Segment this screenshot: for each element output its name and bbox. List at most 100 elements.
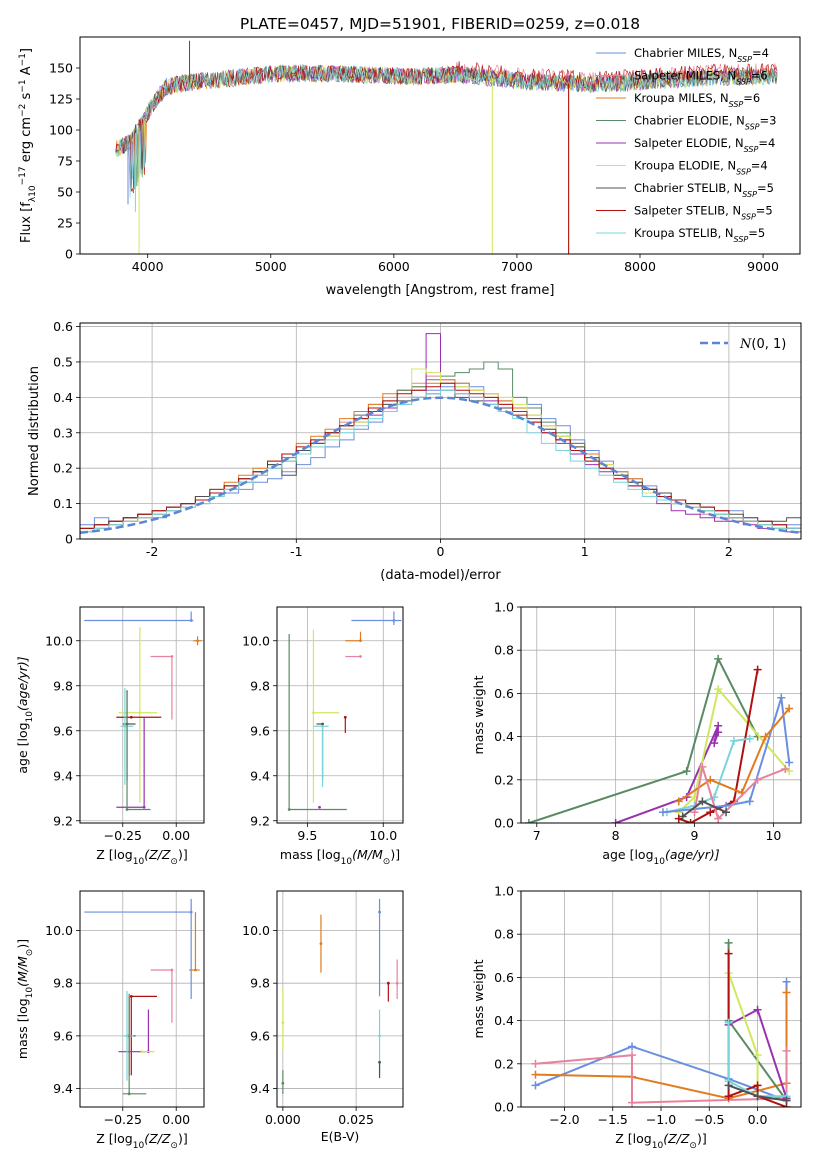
- residuals-ytick-label: 0.5: [53, 354, 73, 369]
- age_vs_mass-xlabel-part: 10: [341, 857, 353, 867]
- weight-marker-salpeter_stelib: [753, 1081, 762, 1090]
- spectrum-ylabel-part: ]: [19, 48, 34, 53]
- legend-label-suffix: =5: [756, 204, 773, 218]
- weight-marker-salpeter_stelib: [753, 665, 762, 674]
- legend-label-suffix: =4: [758, 136, 775, 150]
- weight-line-kroupa_stelib: [727, 1022, 787, 1098]
- age_vs_mass-plot-area: [287, 611, 402, 811]
- legend-label-main: Chabrier ELODIE, N: [634, 114, 745, 128]
- weight-marker-chabrier_stelib: [753, 1092, 762, 1101]
- mass_vs_Z-ytick-label: 9.4: [53, 1081, 73, 1096]
- residuals-xtick-label: -2: [146, 544, 158, 559]
- residuals-xtick-label: -1: [290, 544, 302, 559]
- errorbar-point-kroupa_elodie: [312, 711, 315, 715]
- mass_vs_Z-ylabel-part: (M/M: [15, 956, 30, 987]
- weight_vs_age-plot-area: [524, 654, 794, 823]
- residuals-ytick-label: 0.1: [53, 496, 73, 511]
- errorbar-point-chabrier_elodie: [125, 808, 129, 811]
- age_vs_Z-frame: [79, 606, 205, 824]
- age_vs_mass-xlabel-part: mass [log: [280, 847, 341, 862]
- legend-label-main: Chabrier STELIB, N: [634, 181, 742, 195]
- errorbar-point-chabrier_miles: [189, 619, 193, 622]
- age_vs_Z-xlabel-part: )]: [178, 847, 188, 862]
- legend-label-main: Kroupa STELIB, N: [634, 226, 734, 240]
- weight_vs_age-xtick-label: 8: [612, 828, 620, 843]
- spectrum-ylabel-part: erg cm: [19, 117, 34, 166]
- errorbar-point-kroupa_miles: [319, 942, 323, 946]
- age_vs_mass-ytick-label: 9.2: [250, 813, 270, 828]
- legend-label-suffix: =4: [752, 46, 769, 60]
- mass_vs_Z-xlabel-part: 10: [133, 1141, 145, 1151]
- errorbar-point-kroupa_miles: [359, 639, 362, 643]
- spectrum-xlabel: wavelength [Angstrom, rest frame]: [326, 283, 555, 298]
- spectrum-xtick-label: 5000: [255, 259, 287, 274]
- spectrum-line-chabrier_stelib: [115, 65, 778, 188]
- mass_vs_Z-panel: −0.25 0.009.49.69.810.0Z [log10(Z/Z⊙)]mas…: [15, 890, 205, 1151]
- legend-label-sub: SSP: [737, 55, 752, 64]
- age_vs_mass-ytick-label: 10.0: [242, 633, 270, 648]
- weight_vs_age-xlabel-part: 10: [654, 857, 666, 867]
- weight-marker-kroupa_miles: [785, 704, 794, 713]
- weight_vs_age-ytick-label: 0.6: [494, 686, 514, 701]
- weight-marker-kroupa_miles: [761, 732, 770, 741]
- spectrum-ylabel-part: A: [19, 66, 34, 79]
- mass_vs_Z-ylabel-part: ⊙: [25, 949, 35, 957]
- spectrum-ytick-label: 50: [57, 185, 73, 200]
- age_vs_mass-xtick-label: 9.5: [297, 828, 317, 843]
- weight_vs_Z-xlabel-part: ⊙: [689, 1141, 697, 1151]
- residuals-ytick-label: 0.4: [53, 390, 73, 405]
- weight-marker-kroupa_stelib: [745, 734, 754, 743]
- spectrum-ylabel-part: −1: [18, 79, 28, 92]
- panels: 4000 5000 6000 7000 8000 90000255075100125150…: [15, 36, 802, 1151]
- legend-label-sub: SSP: [734, 235, 749, 244]
- legend-label-sub: SSP: [729, 100, 744, 109]
- residuals-plot-area: [80, 333, 801, 539]
- weight_vs_age-frame: [520, 606, 802, 824]
- mass_vs_Z-xlabel-part: )]: [178, 1131, 188, 1146]
- errorbar-point-chabrier_elodie: [281, 1081, 285, 1085]
- figure-title: PLATE=0457, MJD=51901, FIBERID=0259, z=0…: [240, 15, 640, 33]
- mass_vs_Z-ylabel-part: 10: [25, 987, 35, 999]
- spectrum-xtick-label: 4000: [132, 259, 164, 274]
- spectrum-xtick-label: 6000: [378, 259, 410, 274]
- legend-label-sub: SSP: [736, 77, 751, 86]
- legend-label-main: Kroupa ELODIE, N: [634, 159, 736, 173]
- weight-marker-chabrier_stelib: [722, 808, 731, 817]
- legend-label-chabrier_elodie: Chabrier ELODIE, NSSP=3: [634, 114, 776, 132]
- mass_vs_EBV-xtick-label: 0.000: [265, 1112, 301, 1127]
- spectrum-ylabel-part: 10: [28, 185, 38, 197]
- errorbar-point-salpeter_stelib: [343, 715, 347, 719]
- weight-marker-salpeter_elodie: [714, 728, 723, 737]
- weight-marker-chabrier_miles: [658, 808, 667, 817]
- mass_vs_Z-ylabel-part: )]: [15, 939, 30, 949]
- gaussian-legend-prefix: N: [739, 337, 752, 352]
- mass_vs_Z-xlabel-part: (Z/Z: [144, 1131, 171, 1146]
- legend-label-main: Salpeter STELIB, N: [634, 204, 741, 218]
- errorbar-point-chabrier_miles: [392, 619, 396, 622]
- age_vs_mass-xlabel-part: ⊙: [383, 857, 391, 867]
- errorbar-point-salpeter_stelib: [129, 715, 133, 719]
- weight-marker-salpeter_stelib: [706, 808, 715, 817]
- weight-marker-kroupa_miles: [706, 775, 715, 784]
- errorbar-point-salpeter_elodie: [318, 805, 321, 809]
- mass_vs_EBV-ytick-label: 9.8: [250, 976, 270, 991]
- mass_vs_EBV-xtick-label: 0.025: [338, 1112, 374, 1127]
- weight_vs_Z-plot-area: [531, 938, 791, 1107]
- weight-marker-chabrier_stelib: [724, 1081, 733, 1090]
- errorbar-point-kroupa_miles: [194, 968, 197, 972]
- legend-label-salpeter_elodie: Salpeter ELODIE, NSSP=4: [634, 136, 775, 154]
- errorbar-point-kroupa_miles: [196, 639, 199, 643]
- spectrum-ylabel-part: Flux [f: [19, 202, 34, 243]
- errorbar-point-salpeter_stelib: [129, 994, 133, 998]
- spectrum-ytick-label: 75: [57, 154, 73, 169]
- weight-marker-chabrier_stelib: [698, 797, 707, 806]
- age_vs_mass-ytick-label: 9.4: [250, 768, 270, 783]
- weight-marker-salpeter_miles: [781, 765, 790, 773]
- mass_vs_EBV-ytick-label: 9.6: [250, 1028, 270, 1043]
- legend-label-salpeter_stelib: Salpeter STELIB, NSSP=5: [634, 204, 773, 222]
- weight-marker-chabrier_miles: [782, 977, 791, 986]
- residuals-ytick-label: 0.2: [53, 461, 73, 476]
- mass_vs_EBV-frame: [276, 890, 404, 1108]
